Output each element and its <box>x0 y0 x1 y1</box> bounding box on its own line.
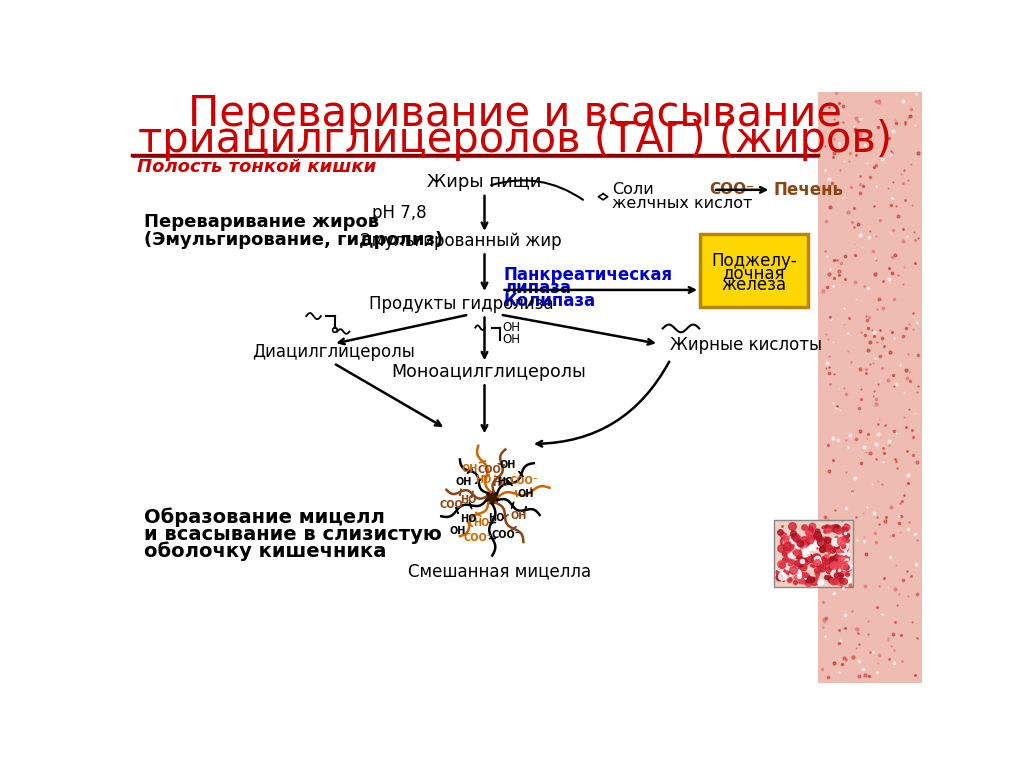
Text: OH: OH <box>450 526 466 536</box>
Text: Полость тонкой кишки: Полость тонкой кишки <box>137 158 377 176</box>
Text: COO⁻: COO⁻ <box>439 500 468 510</box>
FancyBboxPatch shape <box>774 520 853 588</box>
Text: желчных кислот: желчных кислот <box>612 196 753 211</box>
Text: Моноацилглицеролы: Моноацилглицеролы <box>391 364 586 381</box>
Text: и всасывание в слизистую: и всасывание в слизистую <box>143 525 441 544</box>
Text: HO: HO <box>493 478 509 488</box>
Text: железа: железа <box>721 275 786 294</box>
Text: HO: HO <box>460 514 476 524</box>
Text: OH: OH <box>456 477 472 488</box>
Text: Жиры пищи: Жиры пищи <box>427 173 542 191</box>
Circle shape <box>486 492 499 504</box>
Text: COO⁻: COO⁻ <box>710 183 755 197</box>
FancyBboxPatch shape <box>700 235 808 307</box>
Text: OH: OH <box>462 464 478 474</box>
Text: HO: HO <box>473 518 489 528</box>
Text: Переваривание и всасывание: Переваривание и всасывание <box>188 94 843 135</box>
Text: Продукты гидролиза: Продукты гидролиза <box>369 295 554 313</box>
Text: HO: HO <box>475 475 492 485</box>
Text: триацилглицеролов (ТАГ) (жиров): триацилглицеролов (ТАГ) (жиров) <box>138 119 893 161</box>
Text: оболочку кишечника: оболочку кишечника <box>143 542 386 561</box>
Text: HO: HO <box>497 477 513 487</box>
Text: OH: OH <box>511 511 527 521</box>
Text: COO⁻: COO⁻ <box>492 530 520 540</box>
Text: OH: OH <box>503 321 520 334</box>
Text: липаза: липаза <box>504 278 570 297</box>
Text: Смешанная мицелла: Смешанная мицелла <box>409 562 592 580</box>
Text: OH: OH <box>517 489 534 499</box>
Text: Жирные кислоты: Жирные кислоты <box>671 337 822 354</box>
Text: OH: OH <box>503 334 520 347</box>
Text: Соли: Соли <box>612 183 654 197</box>
Text: Колипаза: Колипаза <box>504 291 596 310</box>
Text: Панкреатическая: Панкреатическая <box>504 265 673 284</box>
Text: (Эмульгирование, гидролиз): (Эмульгирование, гидролиз) <box>143 231 442 249</box>
Text: Эмульгированный жир: Эмульгированный жир <box>360 232 562 250</box>
FancyBboxPatch shape <box>818 92 922 683</box>
Text: Переваривание жиров: Переваривание жиров <box>143 213 379 231</box>
Text: HO: HO <box>488 513 504 523</box>
Text: Печень: Печень <box>773 181 844 199</box>
Text: Образование мицелл: Образование мицелл <box>143 507 384 527</box>
Text: COO⁻: COO⁻ <box>464 533 493 543</box>
Text: Диацилглицеролы: Диацилглицеролы <box>252 343 415 360</box>
Text: COO⁻: COO⁻ <box>477 466 506 476</box>
Text: дочная: дочная <box>723 264 785 282</box>
Text: COO⁻: COO⁻ <box>509 476 538 486</box>
Text: Поджелу-: Поджелу- <box>711 252 797 271</box>
Text: pH 7,8: pH 7,8 <box>372 204 427 222</box>
Text: OH: OH <box>500 459 516 469</box>
Text: HO: HO <box>461 495 477 505</box>
